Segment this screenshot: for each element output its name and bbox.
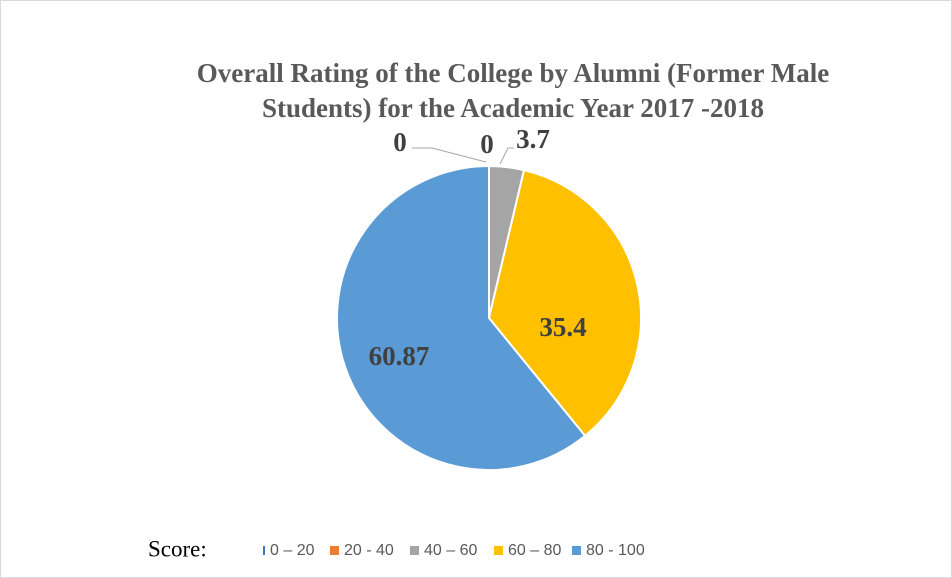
chart-title: Overall Rating of the College by Alumni … [197, 58, 829, 88]
data-label: 3.7 [516, 124, 550, 154]
legend-marker [494, 546, 503, 555]
legend-title: Score: [148, 536, 207, 561]
data-label: 0 [393, 127, 407, 157]
pie-slice [336, 164, 587, 471]
data-label: 0 [480, 129, 494, 159]
legend-marker [330, 546, 339, 555]
data-label: 35.4 [539, 312, 586, 342]
legend-label: 60 – 80 [508, 542, 561, 559]
data-label: 60.87 [369, 341, 430, 371]
legend-label: 20 - 40 [344, 542, 394, 559]
leader-line [412, 147, 487, 163]
legend-label: 0 – 20 [270, 542, 315, 559]
chart-title: Students) for the Academic Year 2017 -20… [262, 93, 764, 123]
legend-marker [572, 546, 581, 555]
legend-marker [410, 546, 419, 555]
legend-label: 80 - 100 [586, 542, 645, 559]
pie-slice [487, 168, 642, 438]
leader-line [499, 147, 514, 165]
legend-label: 40 – 60 [424, 542, 477, 559]
legend-marker [263, 546, 265, 555]
